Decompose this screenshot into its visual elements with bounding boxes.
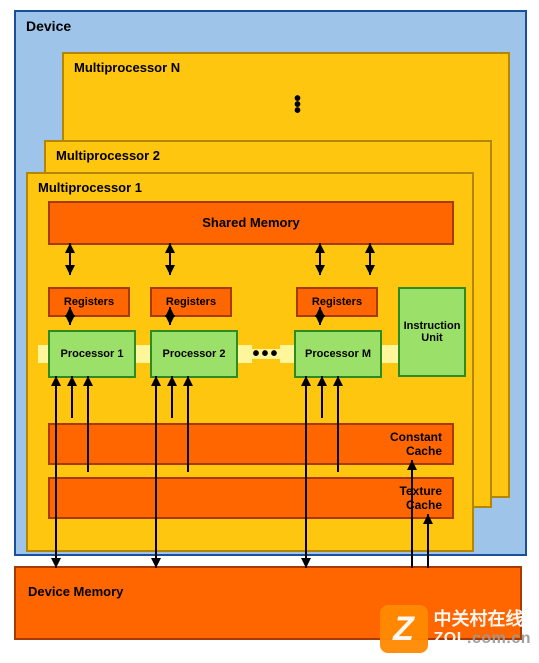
watermark-en: ZOL.com.cn <box>434 630 531 648</box>
shared-memory-box: Shared Memory <box>48 201 454 245</box>
instruction-unit-label: InstructionUnit <box>404 320 461 344</box>
processor-1-box: Processor 1 <box>48 330 136 378</box>
proc-connector <box>238 345 252 363</box>
multiprocessor-1-label: Multiprocessor 1 <box>38 180 462 195</box>
texture-cache-box: TextureCache <box>48 477 454 519</box>
multiprocessor-1-body: Shared Memory Registers Registers Regist… <box>38 201 462 541</box>
constant-cache-box: ConstantCache <box>48 423 454 465</box>
proc-connector <box>136 345 150 363</box>
proc-connector <box>38 345 48 363</box>
multiprocessor-2-label: Multiprocessor 2 <box>56 148 480 163</box>
proc-connector <box>382 345 398 363</box>
multiprocessor-1: Multiprocessor 1 Shared Memory Registers… <box>26 172 474 552</box>
multiprocessor-n-label: Multiprocessor N <box>74 60 498 75</box>
processor-ellipsis: ••• <box>252 349 280 359</box>
processor-2-box: Processor 2 <box>150 330 238 378</box>
watermark-en-gray: .com.cn <box>467 630 531 647</box>
multiprocessor-stack: Multiprocessor N ••• Multiprocessor 2 Mu… <box>26 40 515 520</box>
constant-cache-label: ConstantCache <box>390 430 442 458</box>
vertical-ellipsis: ••• <box>294 96 301 114</box>
registers-box-1: Registers <box>48 287 130 317</box>
registers-box-2: Registers <box>150 287 232 317</box>
device-box: Device Multiprocessor N ••• Multiprocess… <box>14 10 527 556</box>
watermark-text: 中关村在线 ZOL.com.cn <box>434 610 531 647</box>
device-memory-label: Device Memory <box>28 584 123 599</box>
registers-box-m: Registers <box>296 287 378 317</box>
proc-connector <box>280 345 294 363</box>
watermark-logo <box>380 605 428 653</box>
device-label: Device <box>26 18 515 34</box>
instruction-unit-box: InstructionUnit <box>398 287 466 377</box>
watermark-cn: 中关村在线 <box>434 610 531 630</box>
processor-m-box: Processor M <box>294 330 382 378</box>
texture-cache-label: TextureCache <box>400 484 442 512</box>
watermark-en-colored: ZOL <box>434 630 468 647</box>
watermark: 中关村在线 ZOL.com.cn <box>380 605 531 653</box>
